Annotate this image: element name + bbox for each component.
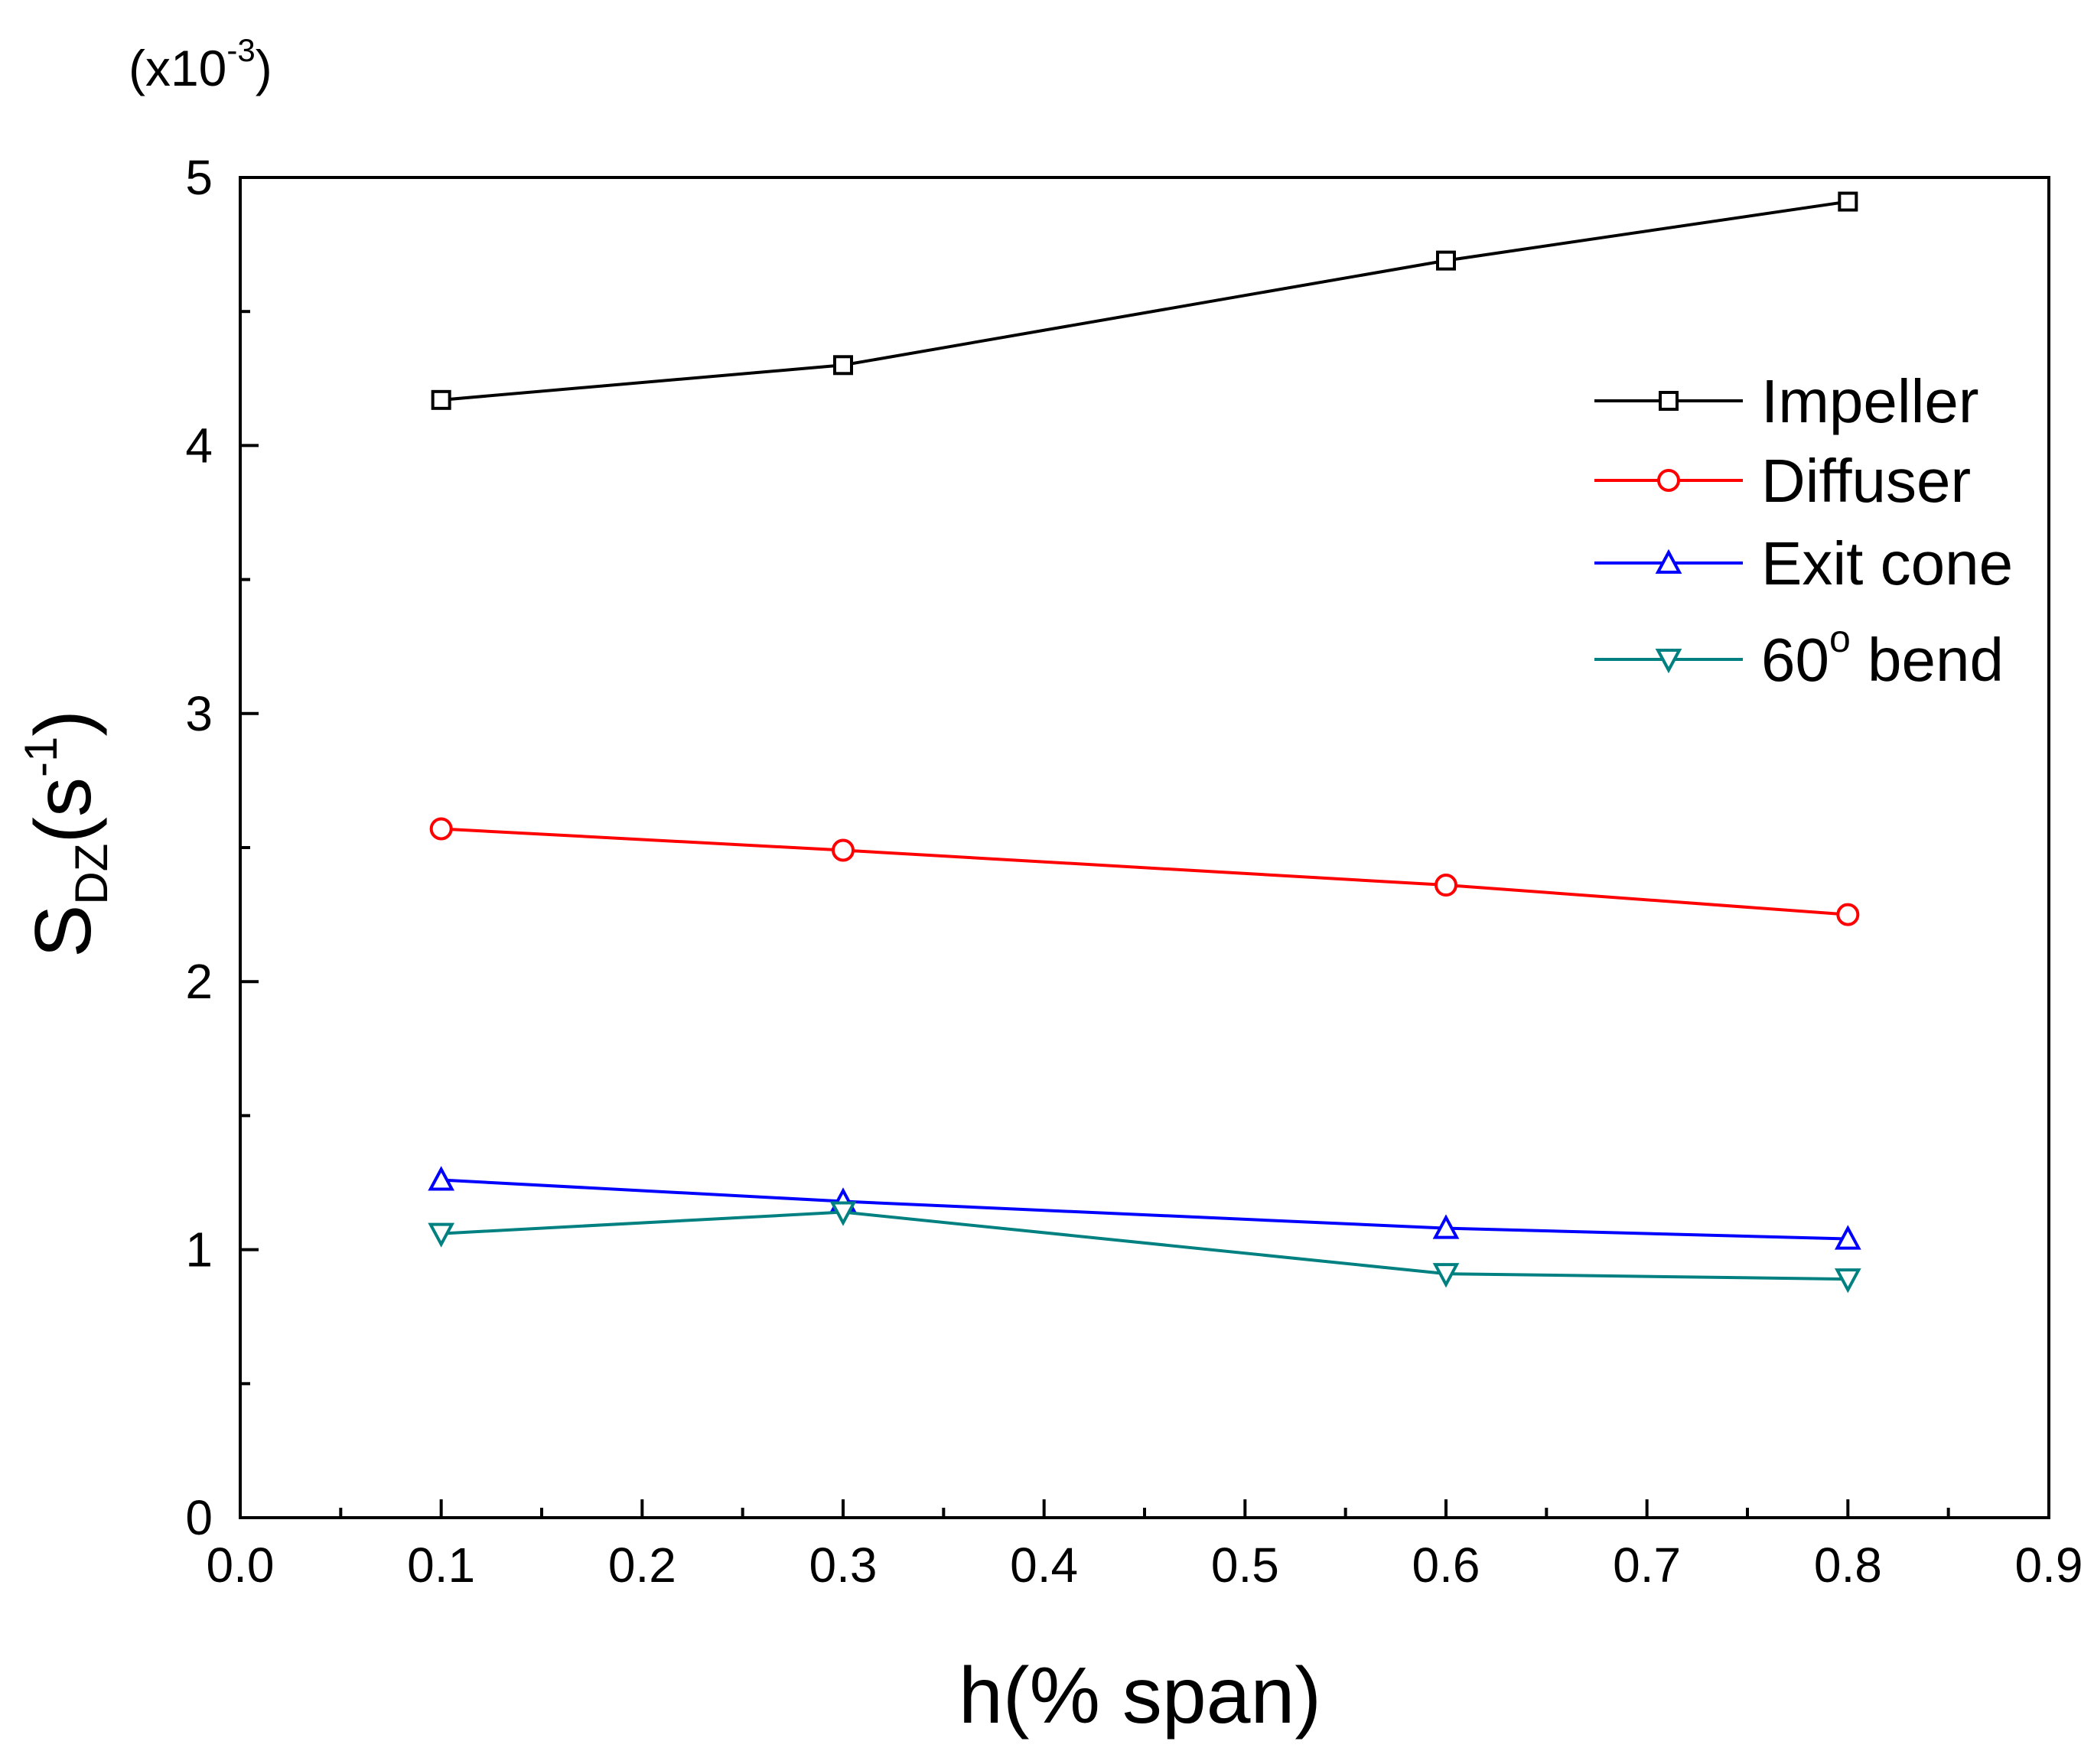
y-scale-note: (x10-3) (129, 32, 272, 96)
data-point-diffuser (1435, 874, 1457, 897)
y-scale-exponent: -3 (226, 32, 255, 68)
series-layer (428, 191, 1861, 1294)
data-point-60-bend (428, 1222, 455, 1248)
data-point-impeller (1436, 250, 1456, 271)
legend-label-exit-cone: Exit cone (1761, 529, 2013, 597)
y-tick-label: 1 (185, 1222, 213, 1277)
y-tick-label: 0 (185, 1490, 213, 1545)
data-point-diffuser (832, 838, 855, 862)
x-tick-label: 0.9 (2015, 1538, 2083, 1593)
data-point-diffuser (1836, 903, 1860, 926)
data-point-diffuser (429, 817, 453, 841)
data-point-60-bend (1432, 1263, 1460, 1288)
series-line-exit-cone (441, 1178, 1848, 1241)
data-point-impeller (1838, 191, 1858, 212)
legend-marker-diffuser (1657, 469, 1680, 492)
x-tick-label: 0.4 (1010, 1538, 1078, 1593)
data-point-exit-cone (428, 1166, 455, 1191)
x-tick-label: 0.5 (1211, 1538, 1279, 1593)
x-tick-label: 0.7 (1613, 1538, 1681, 1593)
legend-marker-exit-cone (1655, 548, 1682, 574)
data-point-exit-cone (1432, 1214, 1460, 1239)
series-line-60-bend (441, 1210, 1848, 1281)
x-tick-label: 0.3 (809, 1538, 878, 1593)
series-diffuser (429, 817, 1860, 926)
y-axis-title: SDZ(s-1) (15, 710, 117, 958)
plot-frame (239, 176, 2050, 1519)
x-tick-label: 0.1 (407, 1538, 475, 1593)
y-tick-label: 4 (185, 418, 213, 473)
series-60-bend (428, 1201, 1861, 1294)
legend-label-diffuser: Diffuser (1761, 447, 1971, 515)
data-point-60-bend (1834, 1268, 1861, 1294)
y-tick-label: 5 (185, 150, 213, 205)
x-tick-label: 0.2 (608, 1538, 676, 1593)
legend-label-60-bend: 60o bend (1761, 617, 2004, 694)
data-point-impeller (833, 355, 853, 376)
ticks-layer: 0.0 0.1 0.2 0.3 0.4 0.5 0.6 0.7 0.8 0.9 0 1 2 3 4 5 (185, 150, 2083, 1593)
series-line-impeller (441, 200, 1848, 402)
data-point-impeller (431, 389, 451, 410)
legend-label-impeller: Impeller (1761, 367, 1979, 435)
legend-marker-60-bend (1655, 649, 1682, 674)
y-tick-label: 3 (185, 686, 213, 741)
series-line-diffuser (441, 827, 1848, 916)
data-point-60-bend (829, 1201, 857, 1226)
series-impeller (431, 191, 1858, 410)
x-tick-label: 0.8 (1814, 1538, 1882, 1593)
x-tick-label: 0.0 (207, 1538, 275, 1593)
legend-marker-impeller (1659, 391, 1679, 411)
data-point-exit-cone (1834, 1225, 1861, 1250)
y-tick-label: 2 (185, 954, 213, 1009)
x-axis-title: h(% span) (959, 1652, 1321, 1740)
legend: Impeller Diffuser Exit cone 60o bend (1594, 367, 2013, 694)
x-tick-label: 0.6 (1412, 1538, 1480, 1593)
